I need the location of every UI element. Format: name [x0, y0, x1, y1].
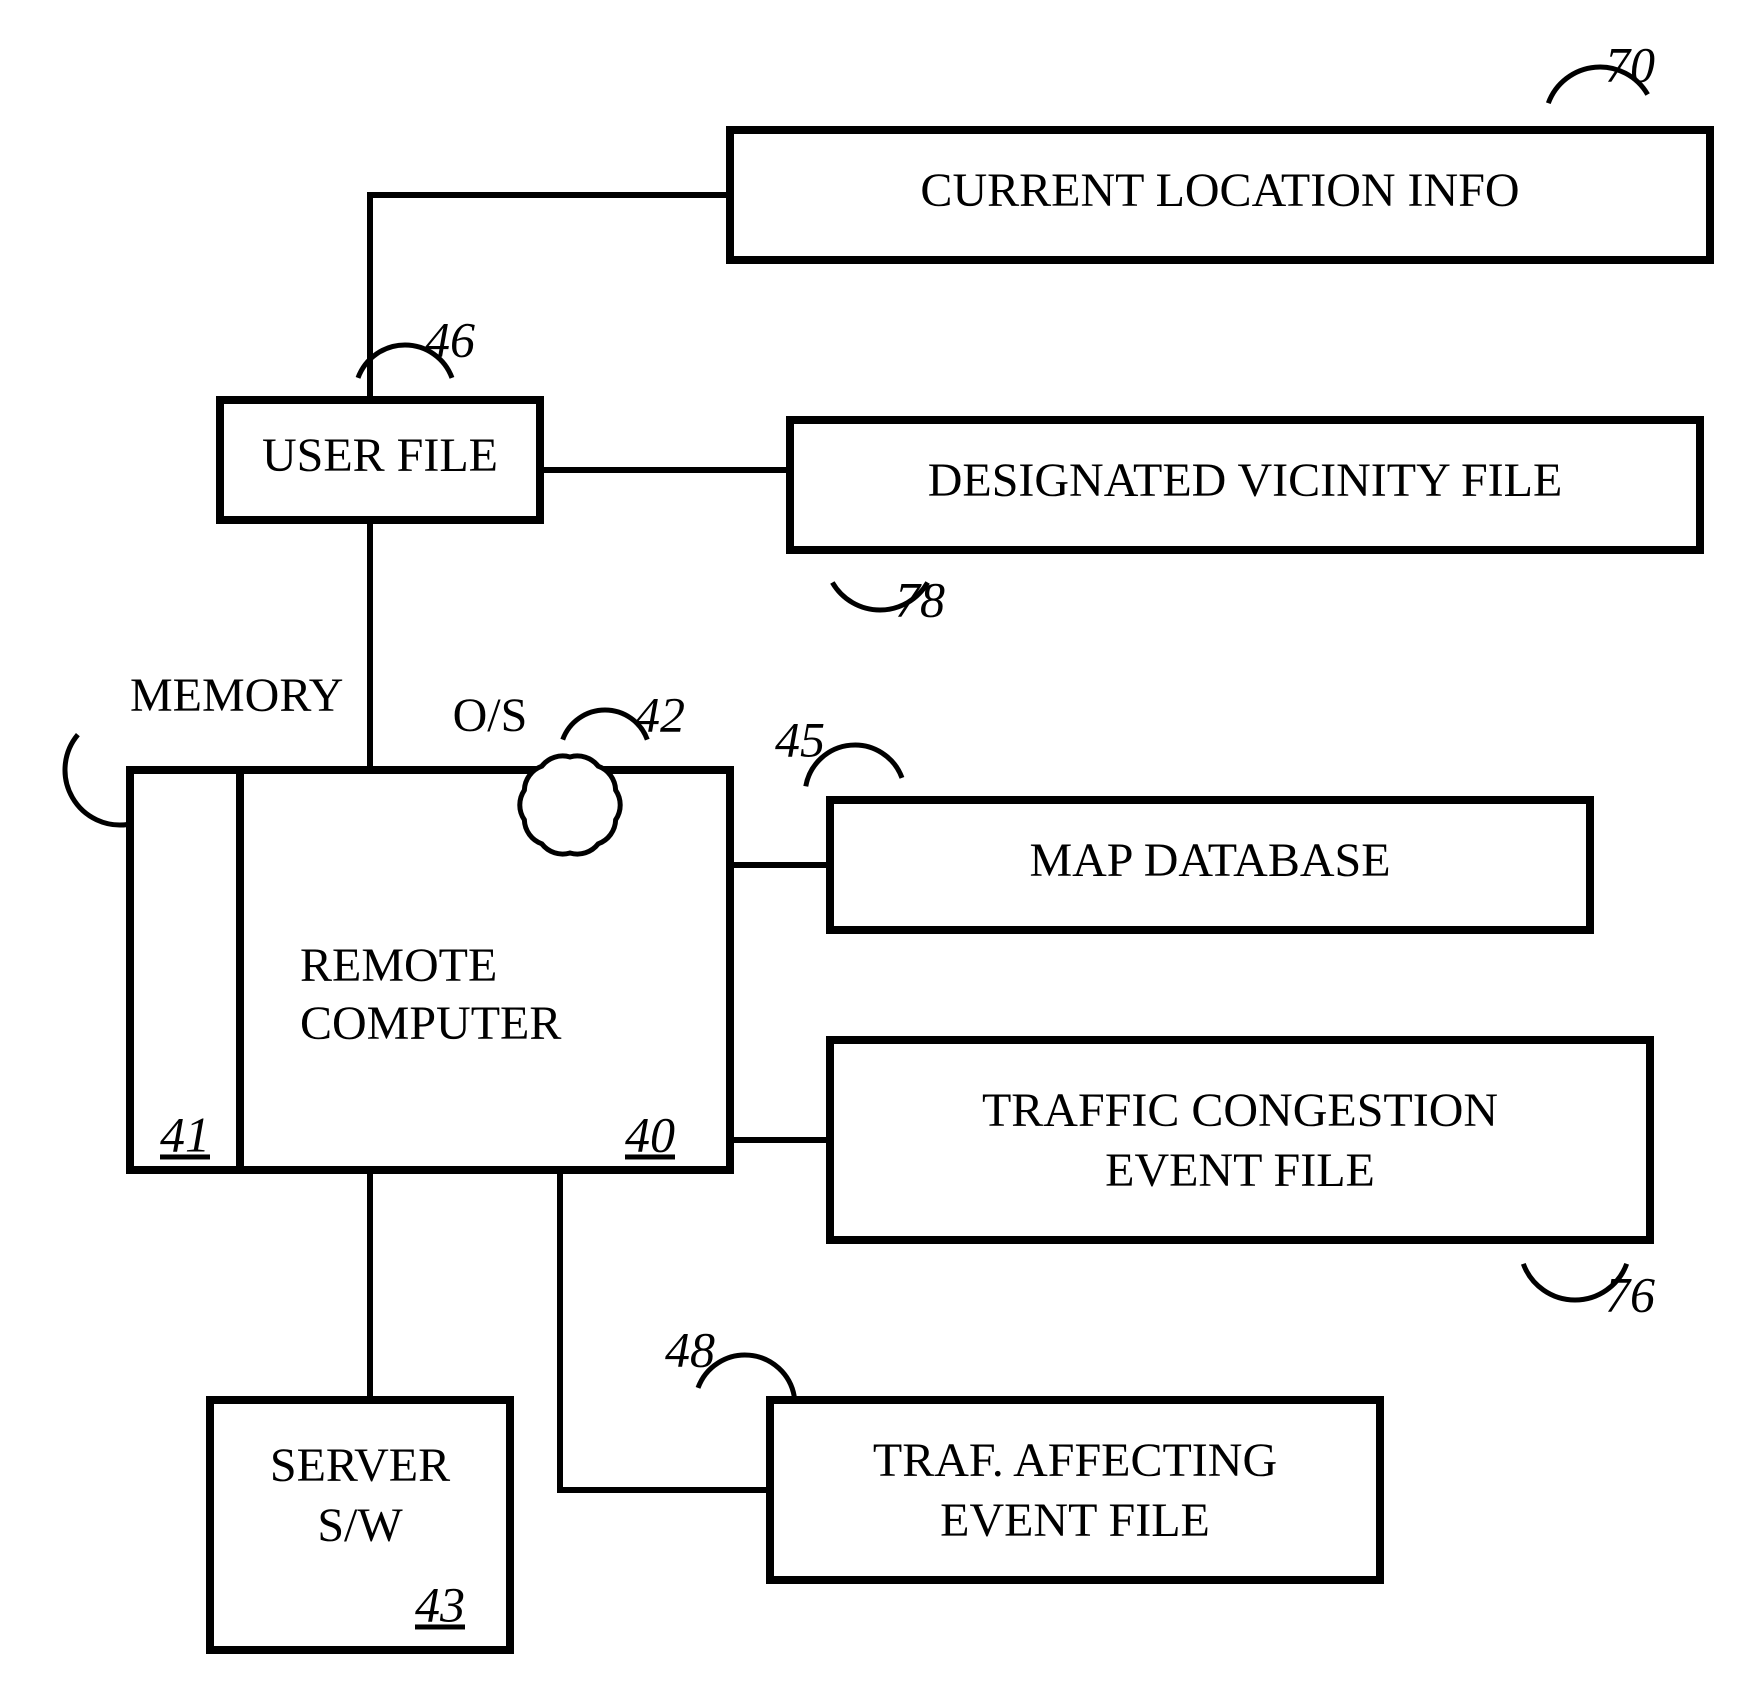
ref-remote-left: 41	[160, 1106, 210, 1162]
label-os: O/S	[453, 689, 528, 742]
box-server: SERVER S/W	[210, 1400, 510, 1650]
label-user_file: USER FILE	[262, 429, 498, 482]
label-traf_affecting: TRAF. AFFECTING	[873, 1434, 1277, 1487]
label-congestion: TRAFFIC CONGESTION	[982, 1084, 1498, 1137]
ref-user_file: 46	[425, 311, 475, 367]
connector-user_file-to-current_location	[370, 195, 730, 400]
box-vicinity: DESIGNATED VICINITY FILE	[790, 420, 1700, 550]
box-traf_affecting: TRAF. AFFECTING EVENT FILE	[770, 1400, 1380, 1580]
label-server: S/W	[317, 1499, 403, 1552]
os-cloud-icon	[520, 756, 620, 854]
box-congestion: TRAFFIC CONGESTION EVENT FILE	[830, 1040, 1650, 1240]
label-remote: REMOTE	[300, 939, 497, 992]
label-map_db: MAP DATABASE	[1029, 834, 1390, 887]
label-vicinity: DESIGNATED VICINITY FILE	[928, 454, 1563, 507]
ref-congestion: 76	[1605, 1266, 1655, 1322]
label-remote: COMPUTER	[300, 997, 561, 1050]
leader-memory	[65, 735, 130, 825]
label-server: SERVER	[270, 1439, 450, 1492]
ref-current_location: 70	[1605, 36, 1655, 92]
label-current_location: CURRENT LOCATION INFO	[920, 164, 1519, 217]
box-current_location: CURRENT LOCATION INFO	[730, 130, 1710, 260]
ref-server: 43	[415, 1576, 465, 1632]
label-traf_affecting: EVENT FILE	[940, 1494, 1210, 1547]
box-user_file: USER FILE	[220, 400, 540, 520]
label-memory: MEMORY	[130, 669, 343, 722]
label-congestion: EVENT FILE	[1105, 1144, 1375, 1197]
ref-vicinity: 78	[895, 571, 945, 627]
ref-remote-right: 40	[625, 1106, 675, 1162]
box-map_db: MAP DATABASE	[830, 800, 1590, 930]
